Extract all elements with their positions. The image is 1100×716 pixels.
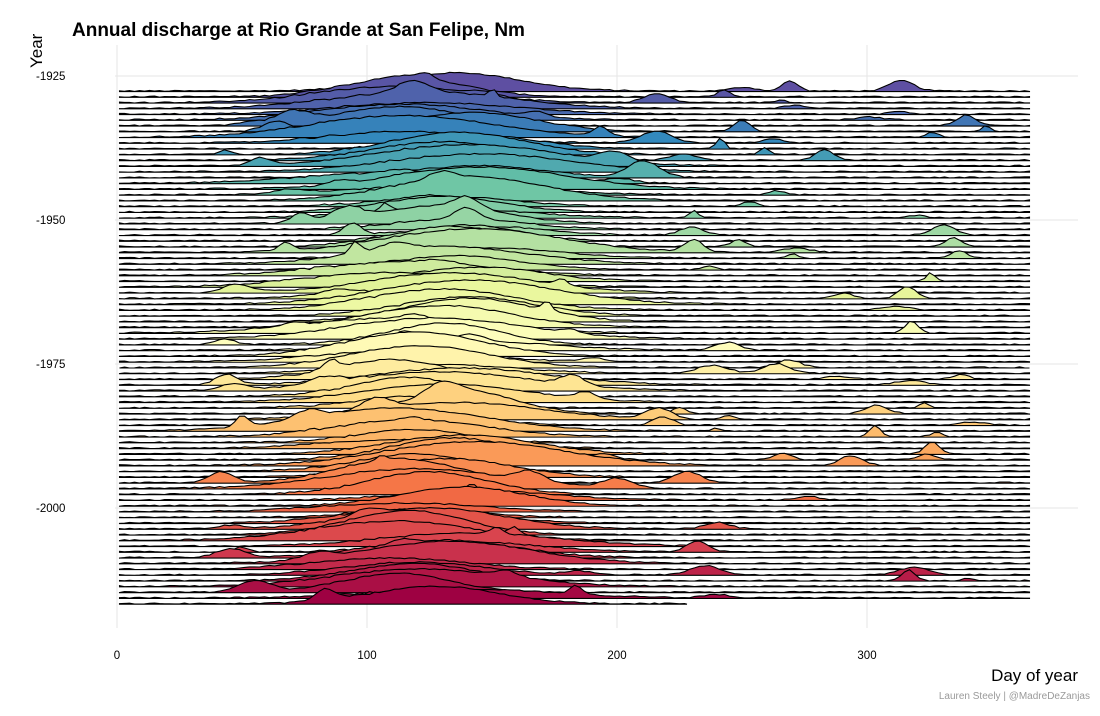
ridge-1957 bbox=[118, 240, 1031, 265]
x-tick-label: 0 bbox=[114, 650, 120, 662]
ridge-1971 bbox=[118, 322, 1031, 346]
chart-title: Annual discharge at Rio Grande at San Fe… bbox=[72, 20, 525, 41]
ridge-1944 bbox=[118, 166, 1031, 190]
x-tick-label: 100 bbox=[357, 650, 376, 662]
y-axis-ticks: -1925 -1950 -1975 -2000 bbox=[36, 71, 65, 515]
ridge-1996 bbox=[118, 467, 1031, 490]
ridge-1987 bbox=[118, 416, 1031, 438]
y-tick-label: -1975 bbox=[36, 359, 65, 371]
ridge-1988 bbox=[118, 428, 1031, 444]
ridge-1962 bbox=[118, 271, 1031, 294]
ridge-1975 bbox=[119, 345, 1030, 369]
ridge-1966 bbox=[118, 296, 1031, 317]
x-axis-title: Day of year bbox=[991, 666, 1078, 685]
y-tick-label: -1950 bbox=[36, 215, 65, 227]
ridge-1998 bbox=[118, 484, 1031, 502]
ridge-2016 bbox=[118, 585, 688, 605]
ridge-1941 bbox=[118, 152, 1031, 173]
ridge-1940 bbox=[118, 143, 1031, 167]
ridge-2000 bbox=[118, 501, 1031, 513]
x-tick-label: 300 bbox=[857, 650, 876, 662]
ridges bbox=[118, 71, 1031, 605]
ridge-1972 bbox=[118, 330, 1031, 352]
ridge-1930 bbox=[118, 79, 1031, 110]
ridge-1983 bbox=[118, 380, 1031, 415]
ridge-1979 bbox=[118, 370, 1031, 392]
ridge-1959 bbox=[118, 258, 1031, 277]
ridge-1997 bbox=[118, 470, 1031, 496]
ridge-1927 bbox=[118, 71, 1031, 93]
caption: Lauren Steely | @MadreDeZanjas bbox=[939, 691, 1090, 702]
ridge-1935 bbox=[118, 114, 1031, 139]
ridge-1936 bbox=[118, 130, 1031, 144]
ridge-1965 bbox=[118, 287, 1031, 311]
ridge-1992 bbox=[118, 440, 1031, 467]
ridge-2005 bbox=[118, 519, 1031, 542]
ridge-1955 bbox=[118, 227, 1031, 254]
x-axis-ticks: 0 100 200 300 bbox=[114, 650, 877, 662]
ridge-1964 bbox=[118, 279, 1031, 306]
ridge-1989 bbox=[118, 438, 1031, 450]
ridge-1956 bbox=[118, 247, 1031, 260]
ridge-2007 bbox=[118, 540, 1031, 553]
ridge-1967 bbox=[118, 297, 1031, 323]
ridge-1973 bbox=[118, 331, 1031, 358]
ridge-1953 bbox=[118, 224, 1031, 242]
ridge-2006 bbox=[118, 526, 1031, 548]
y-axis-title: Year bbox=[27, 33, 46, 68]
ridge-1934 bbox=[118, 111, 1031, 133]
ridge-1938 bbox=[118, 131, 1031, 156]
ridge-1952 bbox=[118, 222, 1031, 237]
x-tick-label: 200 bbox=[607, 650, 626, 662]
ridge-1947 bbox=[118, 193, 1031, 208]
ridge-1942 bbox=[118, 160, 1031, 179]
ridge-2015 bbox=[118, 584, 1031, 599]
ridge-1970 bbox=[118, 316, 1031, 340]
ridge-1999 bbox=[118, 485, 1031, 507]
y-tick-label: -2000 bbox=[36, 503, 65, 515]
y-tick-label: -1925 bbox=[36, 71, 65, 83]
ridge-2009 bbox=[118, 540, 1031, 565]
ridge-1981 bbox=[118, 383, 1031, 404]
ridge-1990 bbox=[118, 433, 1030, 455]
ridge-1937 bbox=[118, 134, 1031, 150]
ridge-1951 bbox=[118, 206, 1031, 231]
ridge-1950 bbox=[118, 195, 1031, 225]
ridge-1946 bbox=[118, 169, 1031, 202]
